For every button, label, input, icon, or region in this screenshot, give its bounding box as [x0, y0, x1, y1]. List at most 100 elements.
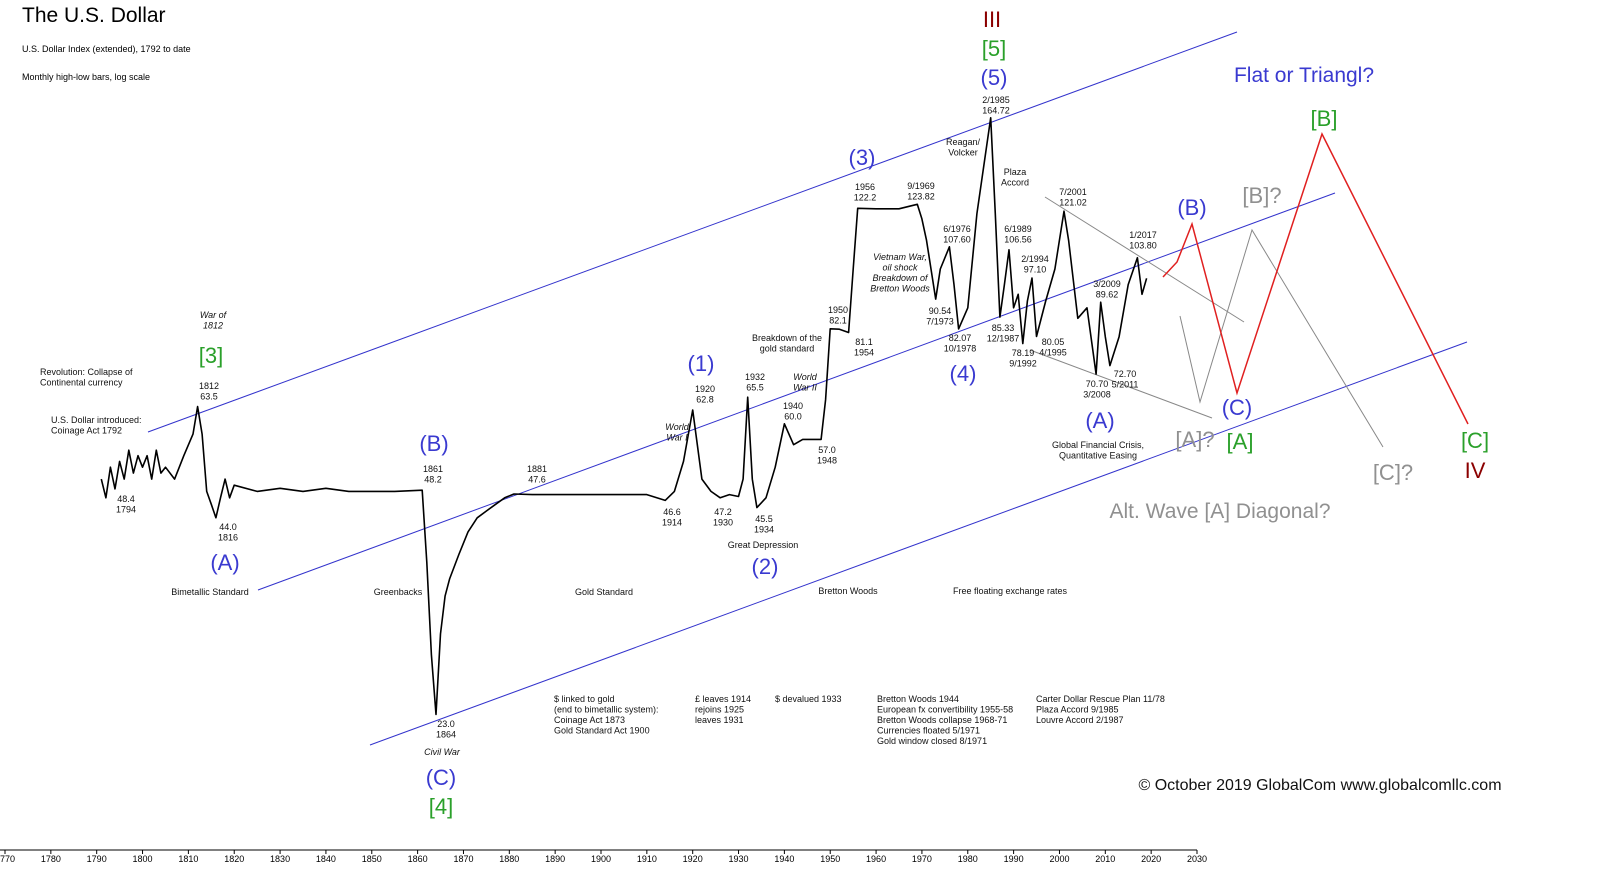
annotation-line: Bretton Woods: [818, 586, 878, 596]
wave-label: [4]: [429, 794, 453, 819]
annotation-line: U.S. Dollar introduced:: [51, 415, 142, 425]
x-tick-label: 1980: [958, 854, 978, 864]
annotation-line: 47.6: [528, 475, 546, 485]
annotation-line: oil shock: [882, 263, 918, 273]
annotation-line: 1794: [116, 505, 136, 515]
annotation: 6/1989 106.56: [1004, 224, 1032, 245]
annotation: Free floating exchange rates: [953, 586, 1068, 596]
x-tick-label: 1830: [270, 854, 290, 864]
annotation-line: 1940: [783, 401, 803, 411]
x-tick-label: 1880: [499, 854, 519, 864]
wave-label: (B): [1177, 195, 1206, 220]
annotation-line: Reagan/: [946, 137, 981, 147]
annotation-line: World: [665, 422, 689, 432]
x-tick-label: 2010: [1095, 854, 1115, 864]
wave-label: (B): [419, 431, 448, 456]
annotation-line: Coinage Act 1792: [51, 426, 122, 436]
annotation: $ devalued 1933: [775, 694, 842, 704]
x-tick-label: 1960: [866, 854, 886, 864]
annotation: Revolution: Collapse of Continental curre…: [40, 367, 133, 388]
annotation-line: 123.82: [907, 192, 935, 202]
annotation: World War I: [665, 422, 689, 443]
annotation-line: 6/1976: [943, 224, 971, 234]
x-tick-label: 1890: [545, 854, 565, 864]
annotation-line: 57.0: [818, 445, 836, 455]
annotation: 72.70 5/2011: [1112, 369, 1139, 390]
annotation-line: gold standard: [760, 344, 815, 354]
annotation-line: Free floating exchange rates: [953, 586, 1068, 596]
annotation-line: (end to bimetallic system):: [554, 705, 659, 715]
annotation-line: 1932: [745, 372, 765, 382]
chart-note: Monthly high-low bars, log scale: [22, 72, 150, 82]
annotation-line: leaves 1931: [695, 715, 744, 725]
annotation: Greenbacks: [374, 587, 423, 597]
annotation: 1932 65.5: [745, 372, 765, 393]
annotation-line: 81.1: [855, 337, 873, 347]
wave-label: [B]: [1311, 106, 1338, 131]
annotation-line: 85.33: [992, 323, 1015, 333]
annotation-line: 1950: [828, 305, 848, 315]
wave-label: (2): [752, 554, 779, 579]
annotation-line: 44.0: [219, 522, 237, 532]
x-tick-label: 1970: [912, 854, 932, 864]
x-tick-label: 1990: [1004, 854, 1024, 864]
channels: [147, 31, 1468, 746]
annotation-line: War of: [200, 310, 228, 320]
annotation: Carter Dollar Rescue Plan 11/78 Plaza Acc…: [1036, 694, 1165, 725]
annotation: 9/1969 123.82: [907, 181, 935, 202]
annotation-line: 80.05: [1042, 337, 1065, 347]
annotation: Plaza Accord: [1001, 167, 1029, 188]
annotation-line: Greenbacks: [374, 587, 423, 597]
wave-label: [3]: [199, 343, 223, 368]
annotation-line: Gold Standard: [575, 587, 633, 597]
wave-label: [C]?: [1373, 460, 1413, 485]
annotation-line: Accord: [1001, 178, 1029, 188]
annotation-line: Coinage Act 1873: [554, 715, 625, 725]
x-tick-label: 1780: [41, 854, 61, 864]
annotation: 46.6 1914: [662, 507, 682, 528]
annotation-line: 48.4: [117, 494, 135, 504]
annotation-line: 12/1987: [987, 334, 1020, 344]
x-tick-label: 1810: [178, 854, 198, 864]
annotation: Reagan/Volcker: [946, 137, 981, 158]
annotation: 1/2017 103.80: [1129, 230, 1157, 251]
annotation-line: 107.60: [943, 235, 971, 245]
annotation: Bretton Woods 1944 European fx convertibi…: [877, 694, 1013, 746]
annotation: 57.0 1948: [817, 445, 837, 466]
annotation-line: Bretton Woods 1944: [877, 694, 959, 704]
annotation-line: War I: [666, 433, 688, 443]
annotation-line: 121.02: [1059, 198, 1087, 208]
annotation-line: Bretton Woods: [870, 284, 930, 294]
annotation-line: 60.0: [784, 412, 802, 422]
annotation-line: 1934: [754, 525, 774, 535]
wave-label: (5): [981, 65, 1008, 90]
annotation: 80.05 4/1995: [1039, 337, 1067, 358]
annotation-line: 23.0: [437, 719, 455, 729]
annotation: War of 1812: [200, 310, 228, 331]
x-tick-label: 1820: [224, 854, 244, 864]
annotation-line: Volcker: [948, 148, 978, 158]
x-tick-label: 1840: [316, 854, 336, 864]
annotation-line: Breakdown of: [872, 273, 929, 283]
wave-label: Alt. Wave [A] Diagonal?: [1110, 500, 1331, 523]
projection-red: [1162, 132, 1469, 425]
annotation-line: 3/2009: [1093, 279, 1121, 289]
annotation: 3/2009 89.62: [1093, 279, 1121, 300]
annotation: 45.5 1934: [754, 514, 774, 535]
annotation-line: 10/1978: [944, 344, 977, 354]
annotation-line: 1956: [855, 182, 875, 192]
wave-label: [5]: [982, 36, 1006, 61]
wave-label: © October 2019 GlobalCom www.globalcomll…: [1138, 777, 1501, 794]
wave-label: [C]: [1461, 428, 1489, 453]
annotation-line: $ linked to gold: [554, 694, 615, 704]
annotation: 90.54 7/1973: [926, 306, 954, 327]
annotation-line: Louvre Accord 2/1987: [1036, 715, 1124, 725]
annotation-line: Revolution: Collapse of: [40, 367, 133, 377]
annotation-line: 65.5: [746, 383, 764, 393]
annotation: 1812 63.5: [199, 381, 219, 402]
annotation: Civil War: [424, 747, 461, 757]
annotation: £ leaves 1914 rejoins 1925 leaves 1931: [695, 694, 751, 725]
annotation-line: 1812: [203, 321, 223, 331]
annotation-line: European fx convertibility 1955-58: [877, 705, 1013, 715]
annotation: Breakdown of the gold standard: [752, 333, 822, 354]
